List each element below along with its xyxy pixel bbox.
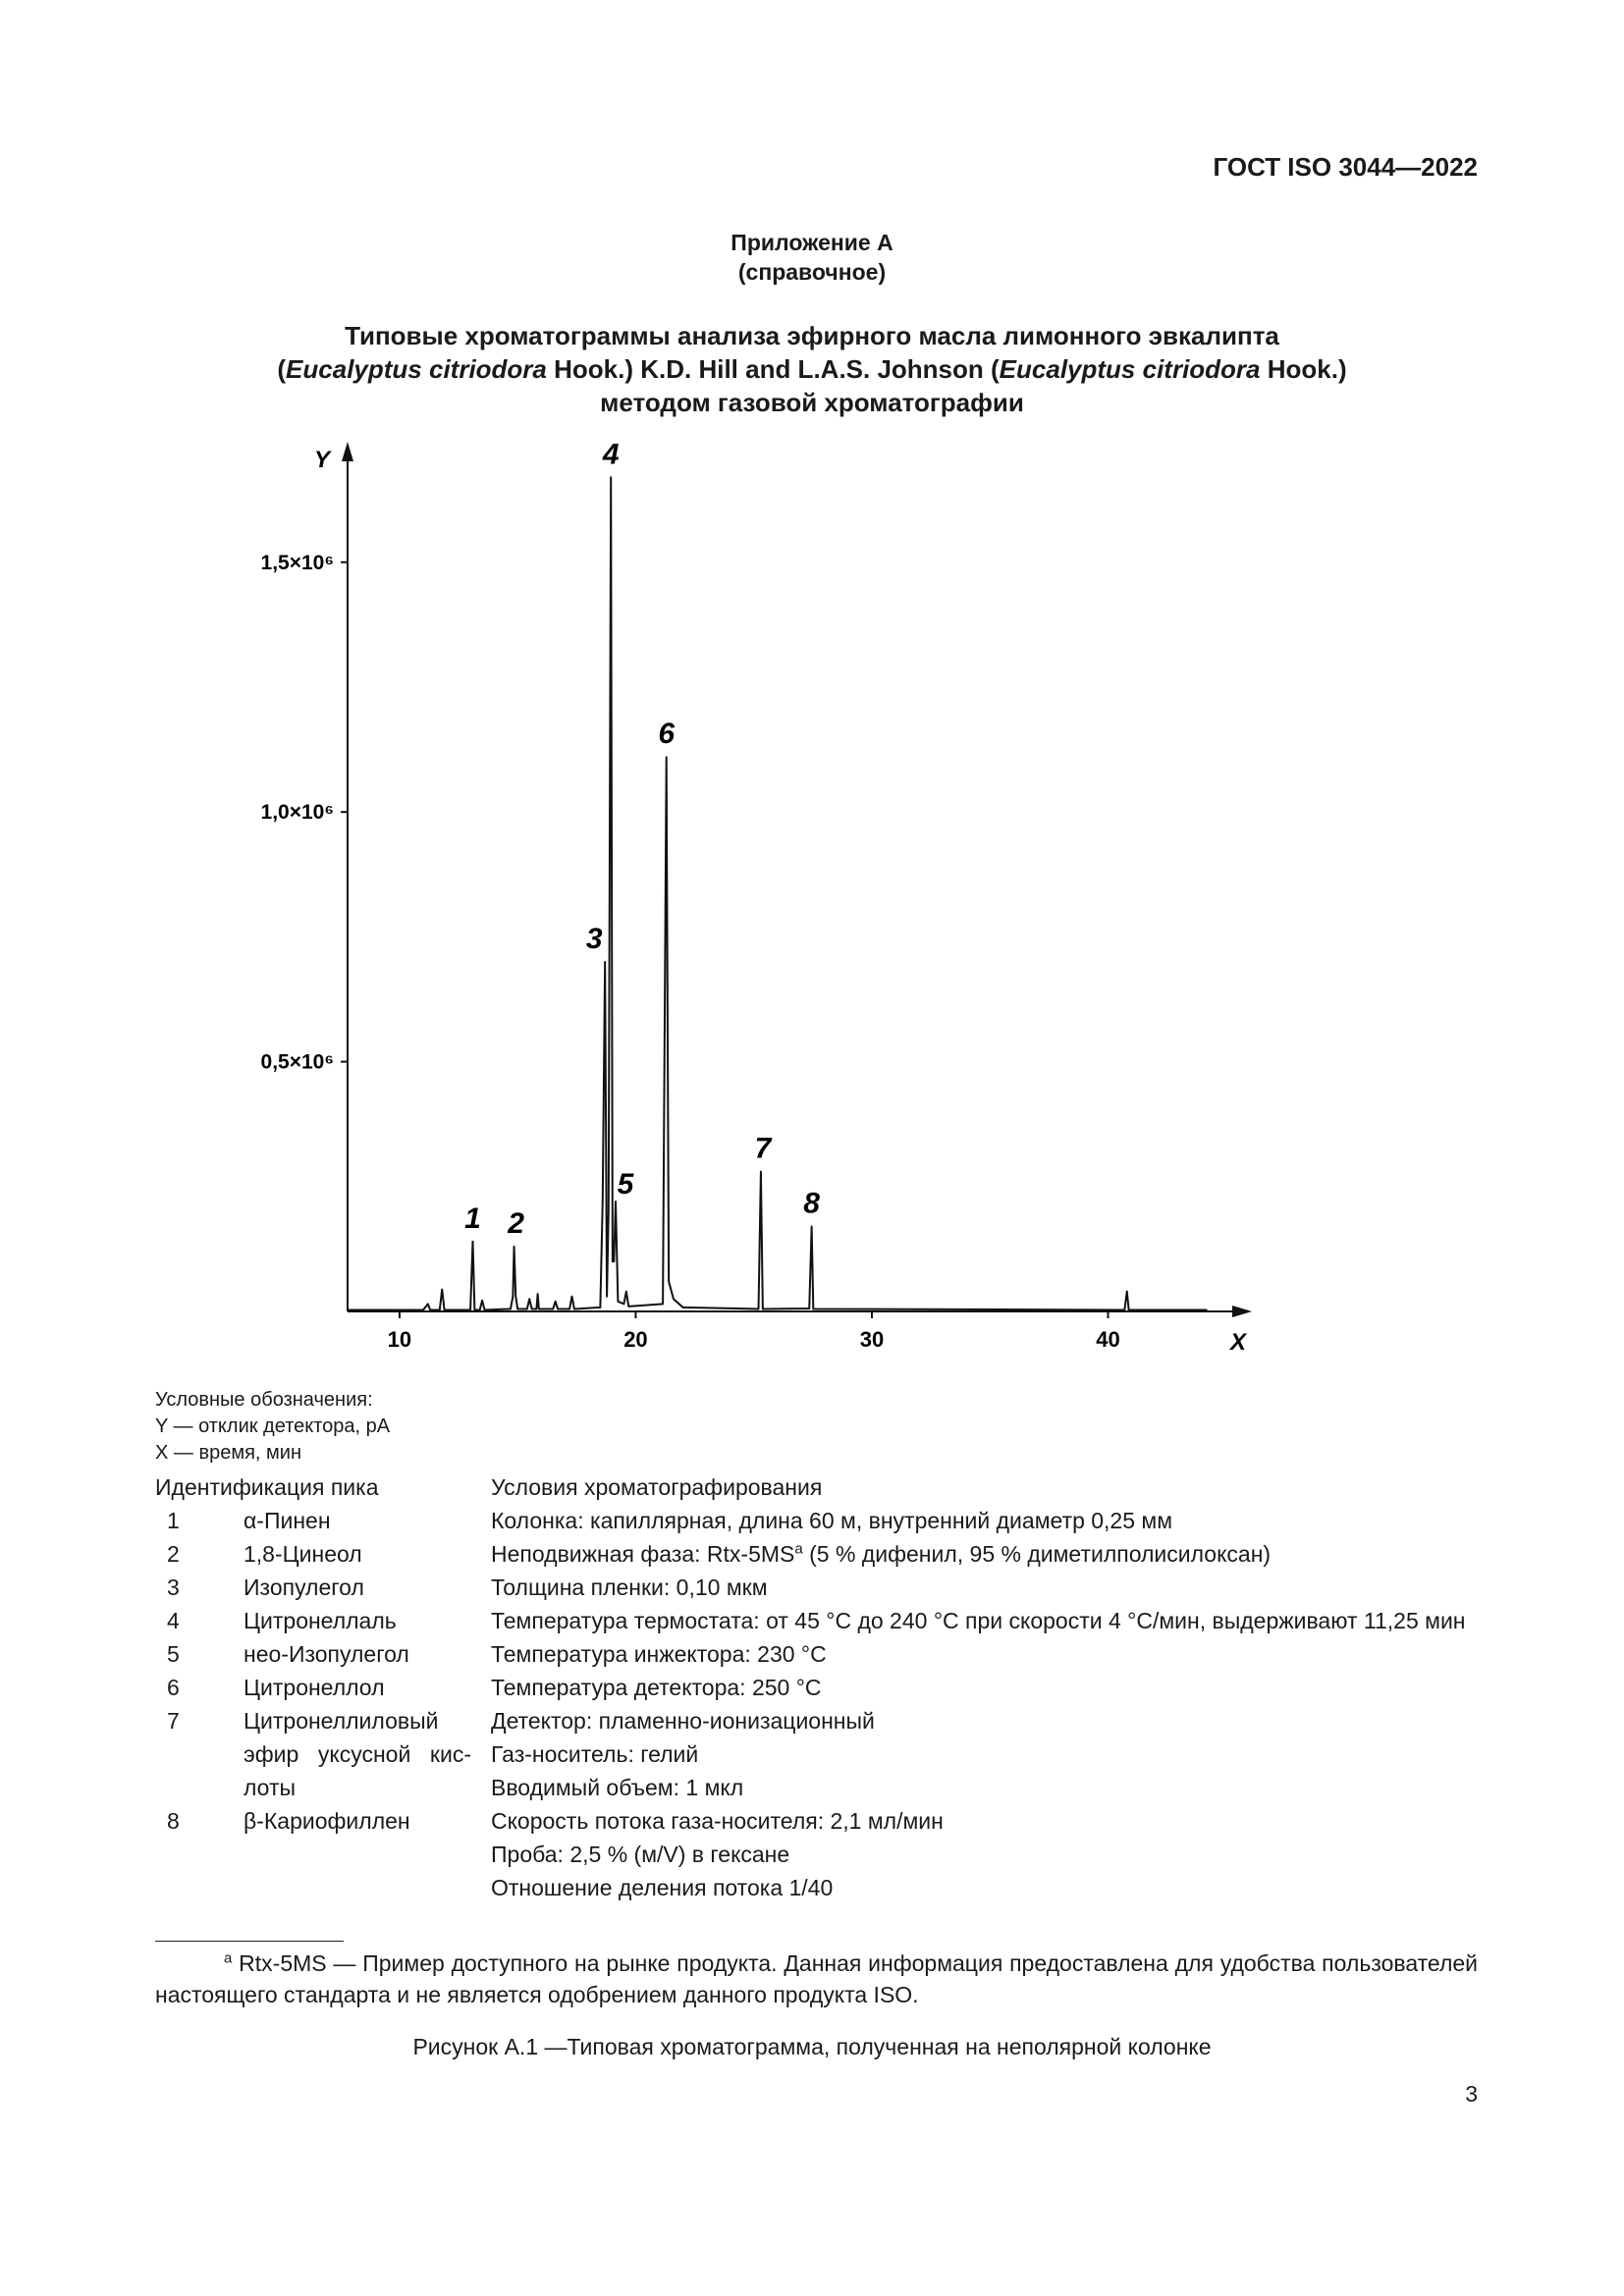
condition: Скорость потока газа-носителя: 2,1 мл/ми… bbox=[491, 1808, 944, 1834]
conditions: Детектор: пламенно-ионизационный Газ-носи… bbox=[491, 1704, 1489, 1804]
table-row: 4 Цитронеллаль Температура термостата: от … bbox=[155, 1604, 1489, 1637]
conditions: Неподвижная фаза: Rtx-5MSa (5 % дифенил,… bbox=[491, 1537, 1489, 1571]
peak-number: 5 bbox=[167, 1641, 180, 1667]
figure-title: Типовые хроматограммы анализа эфирного м… bbox=[0, 319, 1624, 419]
peak-number: 1 bbox=[167, 1508, 180, 1533]
condition: Температура детектора: 250 °С bbox=[491, 1675, 822, 1700]
peak-label: 3 bbox=[586, 923, 603, 955]
y-tick-label: 1,5×10⁶ bbox=[261, 552, 334, 574]
header-cell: Условия хроматографирования bbox=[491, 1474, 823, 1500]
peak-label: 1 bbox=[464, 1202, 481, 1235]
legend-title: Условные обозначения: bbox=[155, 1389, 373, 1411]
y-tick-label: 1,0×10⁶ bbox=[261, 801, 334, 824]
x-tick-label: 10 bbox=[388, 1327, 411, 1352]
x-tick-label: 30 bbox=[860, 1327, 884, 1352]
trace bbox=[348, 476, 1208, 1311]
peak-label: 4 bbox=[602, 438, 620, 470]
peak-table: Идентификация пика Условия хроматографир… bbox=[155, 1470, 1489, 1904]
conditions: Скорость потока газа-носителя: 2,1 мл/ми… bbox=[491, 1804, 1489, 1904]
table-row: 5 нео-Изопулегол Температура инжектора: 23… bbox=[155, 1637, 1489, 1671]
x-tick-label: 40 bbox=[1096, 1327, 1119, 1352]
table-row: 7 Цитронеллиловый эфир уксусной кис­лоты Д… bbox=[155, 1704, 1489, 1804]
footnote-text: Rtx-5MS — Пример доступного на рынке про… bbox=[155, 1950, 1478, 2007]
peak-name: α-Пинен bbox=[244, 1508, 331, 1533]
table-row: 8 β-Кариофиллен Скорость потока газа-носит… bbox=[155, 1804, 1489, 1904]
footnote-mark: a bbox=[794, 1540, 803, 1558]
peak-name: Цитронеллиловый эфир уксусной кис­лоты bbox=[244, 1708, 471, 1800]
condition: Колонка: капиллярная, длина 60 м, внутре… bbox=[491, 1508, 1173, 1533]
condition: Неподвижная фаза: Rtx-5MSa (5 % дифенил,… bbox=[491, 1537, 1489, 1571]
peak-number: 8 bbox=[167, 1808, 180, 1834]
peak-label: 5 bbox=[618, 1168, 635, 1201]
title-line: (Eucalyptus citriodora Hook.) K.D. Hill … bbox=[0, 352, 1624, 386]
peak-label: 7 bbox=[755, 1133, 773, 1165]
x-axis-label: X bbox=[1228, 1329, 1248, 1356]
conditions: Температура инжектора: 230 °С bbox=[491, 1637, 1489, 1671]
title-part: Hook.) K.D. Hill and L.A.S. Johnson ( bbox=[546, 354, 1000, 384]
peak-label: 6 bbox=[658, 718, 675, 750]
y-tick-label: 0,5×10⁶ bbox=[261, 1051, 334, 1074]
condition: Температура термостата: от 45 °С до 240 … bbox=[491, 1608, 1466, 1633]
condition-text: Неподвижная фаза: Rtx-5MS bbox=[491, 1541, 795, 1567]
table-row: 2 1,8-Цинеол Неподвижная фаза: Rtx-5MSa (5… bbox=[155, 1537, 1489, 1571]
peak-name: Изопулегол bbox=[244, 1575, 364, 1600]
standard-number: ГОСТ ISO 3044—2022 bbox=[1213, 152, 1478, 182]
figure-caption: Рисунок А.1 —Типовая хроматограмма, полу… bbox=[412, 2034, 1212, 2059]
legend: Условные обозначения: Y — отклик детекто… bbox=[155, 1387, 390, 1467]
peak-name: Цитронеллаль bbox=[244, 1608, 397, 1633]
conditions: Колонка: капиллярная, длина 60 м, внутре… bbox=[491, 1504, 1489, 1537]
footnote-rule bbox=[155, 1941, 344, 1942]
peak-number: 4 bbox=[167, 1608, 180, 1633]
x-tick-label: 20 bbox=[623, 1327, 647, 1352]
table-row: 3 Изопулегол Толщина пленки: 0,10 мкм bbox=[155, 1571, 1489, 1604]
peak-name: Цитронеллол bbox=[244, 1675, 385, 1700]
conditions: Температура детектора: 250 °С bbox=[491, 1671, 1489, 1704]
condition: Проба: 2,5 % (м/V) в гексане bbox=[491, 1842, 790, 1867]
peak-number: 2 bbox=[167, 1541, 180, 1567]
peak-name: 1,8-Цинеол bbox=[244, 1541, 362, 1567]
peak-label: 8 bbox=[803, 1188, 820, 1220]
y-axis-arrow bbox=[342, 442, 353, 461]
peak-name: нео-Изопулегол bbox=[244, 1641, 409, 1667]
peak-number: 6 bbox=[167, 1675, 180, 1700]
table-row: 1 α-Пинен Колонка: капиллярная, длина 60 м… bbox=[155, 1504, 1489, 1537]
condition: Вводимый объем: 1 мкл bbox=[491, 1775, 744, 1800]
peak-number: 3 bbox=[167, 1575, 180, 1600]
peak-number: 7 bbox=[167, 1708, 180, 1734]
condition-text: (5 % дифенил, 95 % диметилполисилоксан) bbox=[802, 1541, 1272, 1567]
condition: Газ-носитель: гелий bbox=[491, 1741, 699, 1767]
footnote-mark: a bbox=[224, 1949, 233, 1967]
condition: Детектор: пламенно-ионизационный bbox=[491, 1708, 875, 1734]
title-part: ( bbox=[277, 354, 287, 384]
chromatogram: Y X 0,5×10⁶ 1,0×10⁶ 1,5×10⁶ 10 20 30 40 1 2 3 4 5 6 7… bbox=[261, 438, 1252, 1356]
condition: Отношение деления потока 1/40 bbox=[491, 1875, 834, 1900]
title-part: Eucalyptus citriodora bbox=[286, 354, 547, 384]
conditions: Температура термостата: от 45 °С до 240 … bbox=[491, 1604, 1489, 1637]
table-row: 6 Цитронеллол Температура детектора: 250 °… bbox=[155, 1671, 1489, 1704]
condition: Толщина пленки: 0,10 мкм bbox=[491, 1575, 768, 1600]
conditions: Толщина пленки: 0,10 мкм bbox=[491, 1571, 1489, 1604]
condition: Температура инжектора: 230 °С bbox=[491, 1641, 827, 1667]
title-part: Eucalyptus citriodora bbox=[999, 354, 1261, 384]
x-axis-arrow bbox=[1232, 1306, 1252, 1317]
header-cell: Идентификация пика bbox=[155, 1474, 379, 1500]
page-number: 3 bbox=[1465, 2081, 1478, 2107]
table-header: Идентификация пика Условия хроматографир… bbox=[155, 1470, 1489, 1504]
legend-y: Y — отклик детектора, pA bbox=[155, 1415, 391, 1437]
annex-note: (справочное) bbox=[737, 259, 887, 285]
title-line: методом газовой хроматографии bbox=[600, 388, 1024, 417]
annex-heading: Приложение А (справочное) bbox=[0, 228, 1624, 287]
footnote: a Rtx-5MS — Пример доступного на рынке п… bbox=[155, 1948, 1478, 2010]
title-line: Типовые хроматограммы анализа эфирного м… bbox=[345, 321, 1279, 350]
y-axis-label: Y bbox=[314, 447, 332, 473]
title-part: Hook.) bbox=[1260, 354, 1347, 384]
peak-name: β-Кариофиллен bbox=[244, 1808, 410, 1834]
peak-label: 2 bbox=[507, 1207, 524, 1240]
legend-x: X — время, мин bbox=[155, 1442, 301, 1464]
annex-title: Приложение А bbox=[731, 230, 893, 255]
